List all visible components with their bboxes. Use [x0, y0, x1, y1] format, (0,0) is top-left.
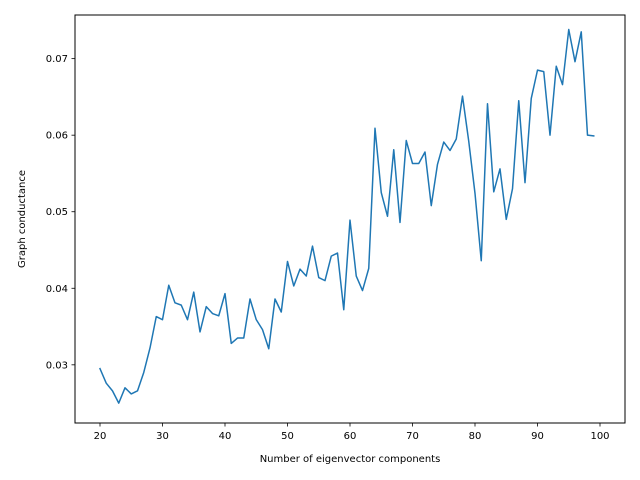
plot-area — [99, 28, 595, 404]
x-tick-label: 100 — [590, 431, 609, 442]
x-axis: 20 30 40 50 60 70 80 90 100 — [94, 423, 610, 442]
y-axis: 0.03 0.04 0.05 0.06 0.07 — [46, 54, 75, 371]
plot-frame — [74, 14, 626, 424]
x-tick-label: 30 — [156, 431, 169, 442]
x-tick-label: 50 — [281, 431, 294, 442]
x-tick-label: 40 — [219, 431, 232, 442]
x-axis-label: Number of eigenvector components — [260, 454, 441, 465]
x-tick-label: 60 — [344, 431, 357, 442]
y-tick-label: 0.07 — [46, 54, 68, 65]
y-tick-label: 0.06 — [46, 131, 68, 142]
x-tick-label: 90 — [531, 431, 544, 442]
series-line-0 — [99, 28, 595, 404]
x-tick-label: 80 — [469, 431, 482, 442]
y-tick-label: 0.03 — [46, 360, 68, 371]
y-axis-label: Graph conductance — [17, 170, 28, 268]
y-tick-label: 0.04 — [46, 284, 68, 295]
x-tick-label: 70 — [406, 431, 419, 442]
x-tick-label: 20 — [94, 431, 107, 442]
y-tick-label: 0.05 — [46, 207, 68, 218]
